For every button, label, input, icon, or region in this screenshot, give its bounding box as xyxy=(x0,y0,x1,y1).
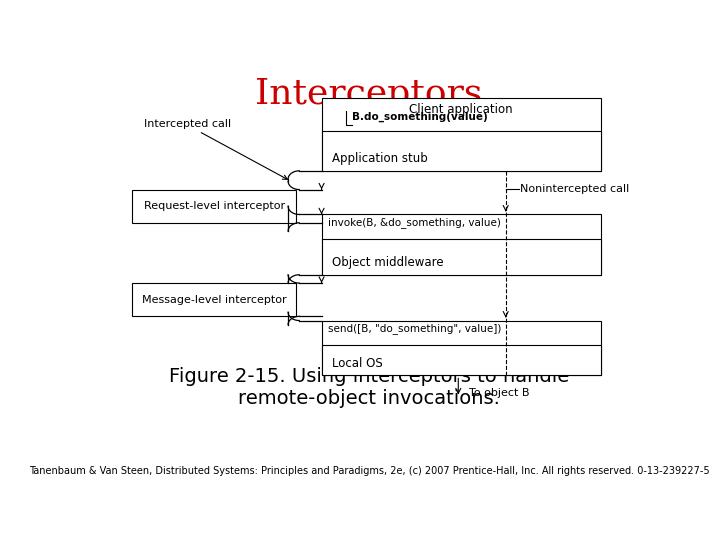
Text: Nonintercepted call: Nonintercepted call xyxy=(520,184,629,193)
Bar xyxy=(132,190,297,223)
Text: Local OS: Local OS xyxy=(332,356,382,369)
Text: Object middleware: Object middleware xyxy=(332,256,444,269)
Text: Message-level interceptor: Message-level interceptor xyxy=(142,295,287,305)
Bar xyxy=(322,131,600,171)
Text: Figure 2-15. Using interceptors to handle
remote-object invocations.: Figure 2-15. Using interceptors to handl… xyxy=(169,367,569,408)
Text: Interceptors: Interceptors xyxy=(256,77,482,111)
Text: invoke(B, &do_something, value): invoke(B, &do_something, value) xyxy=(328,218,501,228)
Text: B.do_something(value): B.do_something(value) xyxy=(352,112,488,122)
Bar xyxy=(322,239,600,275)
Text: Client application: Client application xyxy=(409,103,513,116)
Text: Application stub: Application stub xyxy=(332,152,428,165)
Bar xyxy=(322,321,600,375)
Bar xyxy=(132,283,297,316)
Text: Request-level interceptor: Request-level interceptor xyxy=(143,201,284,211)
Text: Intercepted call: Intercepted call xyxy=(144,119,231,129)
Text: To object B: To object B xyxy=(469,388,530,399)
Bar xyxy=(322,98,600,171)
Bar xyxy=(322,214,600,275)
Bar xyxy=(322,345,600,375)
Text: send([B, "do_something", value]): send([B, "do_something", value]) xyxy=(328,323,502,334)
Text: Tanenbaum & Van Steen, Distributed Systems: Principles and Paradigms, 2e, (c) 20: Tanenbaum & Van Steen, Distributed Syste… xyxy=(29,467,709,476)
